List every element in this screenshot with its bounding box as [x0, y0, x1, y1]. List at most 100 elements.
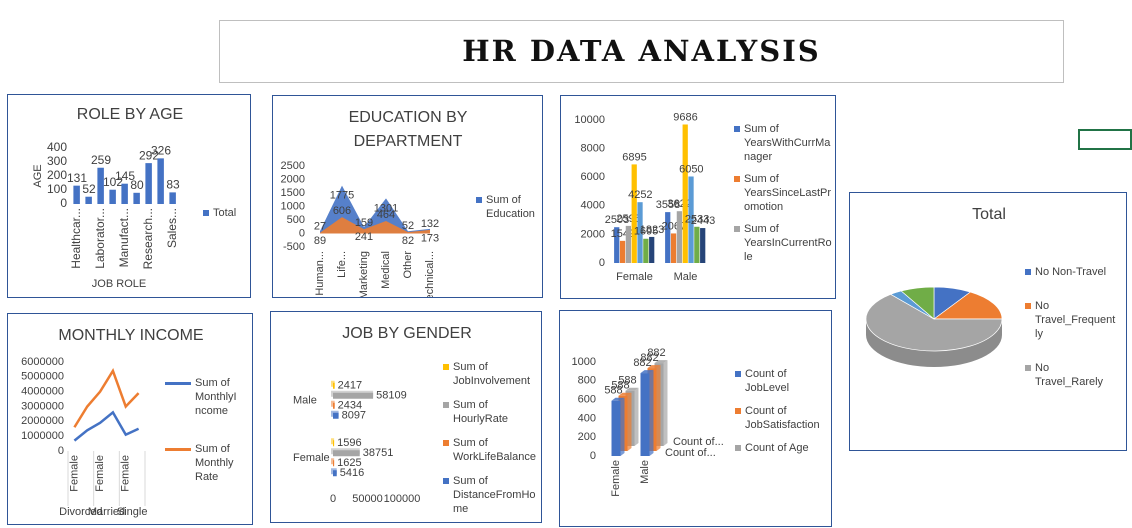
data-label: 1625	[337, 457, 361, 469]
bar	[637, 202, 643, 263]
x-tick-label: Healthcar...	[69, 208, 83, 269]
legend-marker	[735, 408, 741, 414]
group-label: Single	[117, 506, 148, 518]
bar-top	[640, 370, 654, 374]
y-tick-label: 1500	[281, 187, 305, 199]
legend-marker	[734, 126, 740, 132]
group-label: Married	[88, 506, 125, 518]
data-label: 882	[640, 352, 658, 364]
data-label: 27	[314, 221, 326, 233]
bar	[631, 164, 637, 263]
y-tick-label: 8000	[581, 143, 605, 155]
legend-marker	[165, 448, 191, 451]
data-label: 326	[151, 144, 171, 158]
data-label: 2067	[662, 220, 686, 232]
legend-marker	[203, 210, 209, 216]
bar	[333, 382, 335, 389]
data-label: 9686	[673, 111, 697, 123]
legend-item: Sum of DistanceFromHome	[443, 474, 538, 516]
data-label: 588	[611, 380, 629, 392]
y-tick-label: 200	[578, 431, 596, 443]
bar-top	[618, 392, 632, 396]
data-label: 132	[421, 218, 439, 230]
bar	[676, 211, 683, 263]
bar	[109, 189, 116, 204]
y-tick-label: Male	[293, 395, 317, 407]
x-tick-label: Human...	[314, 251, 326, 296]
depth-label: Count of...	[665, 447, 716, 459]
data-label: 1775	[330, 189, 354, 201]
y-tick-label: 4000	[581, 200, 605, 212]
legend-label: Sum of HourlyRate	[453, 399, 509, 425]
x-tick-label: Marketing	[358, 251, 370, 297]
bar-top	[647, 365, 661, 369]
bar-depth	[331, 380, 335, 387]
legend-label: Sum of YearsSinceLastPromotion	[744, 173, 832, 213]
data-label: 464	[377, 209, 395, 221]
bar-side	[663, 360, 668, 446]
bar-depth	[331, 438, 335, 445]
legend-label: Sum of YearsWithCurrManager	[744, 123, 831, 163]
bar-side	[620, 397, 625, 456]
legend-item: No Travel_Frequently	[1025, 299, 1117, 341]
plot	[865, 286, 1003, 367]
depth-label: Count of...	[673, 436, 724, 448]
plot: 0 2000 4000 6000 8000 10000 Female 2503 1549 2595…	[574, 111, 715, 283]
data-label: 241	[355, 231, 373, 243]
bar-top	[654, 360, 668, 364]
legend-marker	[443, 440, 449, 446]
bar	[688, 176, 694, 263]
y-tick-label: 300	[47, 154, 67, 168]
legend-label: Sum of DistanceFromHome	[453, 475, 536, 515]
y-tick-label: 2000	[281, 173, 305, 185]
bar	[145, 163, 152, 204]
chart-title: Total	[972, 206, 1006, 223]
legend-item: Sum of MonthlyIncome	[165, 376, 237, 418]
legend-item: No Non-Travel	[1025, 265, 1117, 279]
data-label: 3558	[656, 199, 680, 211]
x-tick-label: Female	[68, 455, 80, 492]
chart-panel: 0 2000 4000 6000 8000 10000 Female 2503 1549 2595…	[560, 95, 836, 299]
bar	[333, 440, 335, 447]
x-tick-label: Male	[674, 271, 698, 283]
data-label: 1549	[611, 228, 635, 240]
data-label: 3622	[667, 198, 691, 210]
y-tick-label: 1000	[281, 200, 305, 212]
y-tick-label: 4000000	[21, 386, 64, 398]
data-label: 80	[130, 178, 144, 192]
bar	[333, 470, 337, 477]
chart-panel: 0 200 400 600 800 1000 Female 588 588 588 Male 882 8…	[559, 310, 832, 527]
legend-label: Count of Age	[745, 442, 809, 454]
legend-item: Sum of Education	[476, 193, 541, 221]
data-label: 82	[402, 235, 414, 247]
legend-item: Sum of JobInvolvement	[443, 360, 538, 388]
data-label: 1695	[634, 226, 658, 238]
y-tick-label: 0	[590, 450, 596, 462]
data-label: 882	[647, 347, 665, 359]
chart-title: ROLE BY AGE	[76, 106, 184, 123]
data-label: 8097	[342, 410, 366, 422]
bar-depth	[331, 400, 335, 407]
legend: Count of JobLevel Count of JobSatisfactio…	[735, 367, 827, 464]
bar	[649, 236, 655, 263]
bar	[157, 158, 164, 204]
bar-side	[634, 387, 639, 446]
group-label: Divorced	[59, 506, 102, 518]
legend-item: Count of JobLevel	[735, 367, 827, 395]
selected-cell[interactable]	[1078, 129, 1132, 150]
legend-marker	[1025, 365, 1031, 371]
y-tick-label: 2000000	[21, 415, 64, 427]
x-tick-label: Male	[639, 460, 651, 484]
legend-item: Sum of YearsWithCurrManager	[734, 122, 832, 164]
x-tick-label: 50000	[352, 493, 383, 505]
legend-label: Sum of JobInvolvement	[453, 361, 531, 387]
bar	[614, 227, 620, 263]
y-tick-label: 800	[578, 375, 596, 387]
x-tick-label: Female	[94, 455, 106, 492]
x-tick-label: Sales...	[165, 208, 179, 248]
y-tick-label: -500	[283, 241, 305, 253]
data-label: 882	[633, 357, 651, 369]
